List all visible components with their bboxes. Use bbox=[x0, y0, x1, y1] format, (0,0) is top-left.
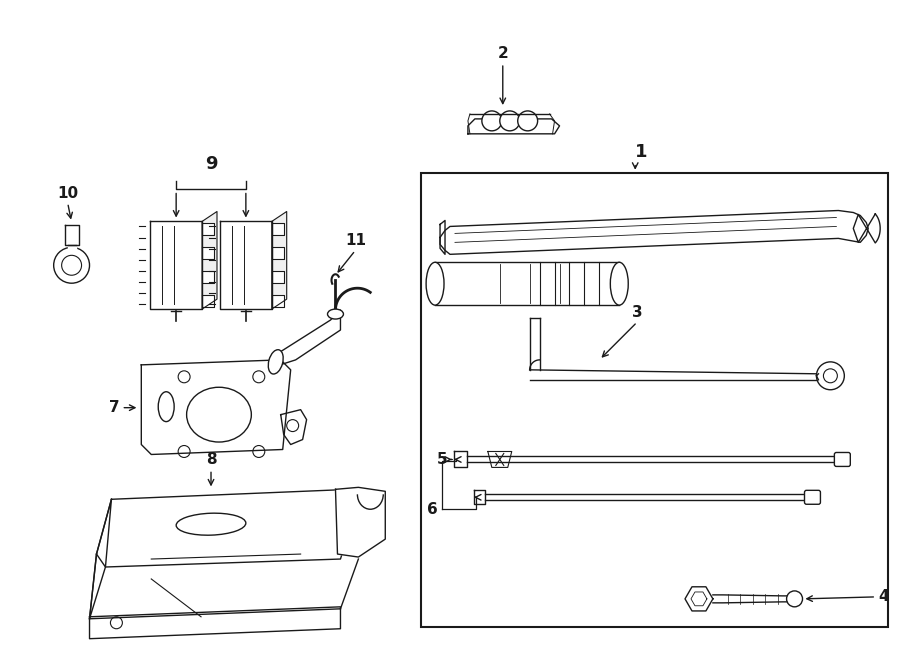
Text: 6: 6 bbox=[428, 502, 438, 517]
Polygon shape bbox=[713, 595, 793, 603]
Text: 8: 8 bbox=[206, 452, 216, 467]
Polygon shape bbox=[68, 245, 76, 253]
Polygon shape bbox=[485, 494, 808, 500]
Polygon shape bbox=[474, 490, 485, 504]
Polygon shape bbox=[141, 360, 291, 455]
Polygon shape bbox=[272, 223, 284, 235]
Ellipse shape bbox=[518, 111, 537, 131]
Text: 1: 1 bbox=[635, 143, 648, 161]
Polygon shape bbox=[467, 457, 839, 463]
Text: 3: 3 bbox=[632, 305, 643, 320]
Polygon shape bbox=[488, 451, 512, 467]
Polygon shape bbox=[202, 223, 214, 235]
Polygon shape bbox=[281, 410, 307, 444]
Circle shape bbox=[816, 362, 844, 390]
Polygon shape bbox=[440, 221, 445, 254]
Polygon shape bbox=[220, 221, 272, 309]
FancyBboxPatch shape bbox=[805, 490, 821, 504]
Polygon shape bbox=[89, 607, 340, 639]
Polygon shape bbox=[272, 295, 284, 307]
Polygon shape bbox=[271, 310, 340, 368]
Polygon shape bbox=[202, 247, 214, 259]
Polygon shape bbox=[272, 271, 284, 283]
Ellipse shape bbox=[482, 111, 502, 131]
Bar bbox=[421, 173, 888, 627]
Circle shape bbox=[787, 591, 803, 607]
Polygon shape bbox=[202, 212, 217, 309]
Polygon shape bbox=[859, 214, 880, 243]
FancyBboxPatch shape bbox=[834, 453, 850, 467]
Polygon shape bbox=[65, 225, 78, 245]
Ellipse shape bbox=[426, 262, 444, 305]
Text: 4: 4 bbox=[878, 590, 889, 604]
Ellipse shape bbox=[500, 111, 519, 131]
Polygon shape bbox=[685, 587, 713, 611]
Polygon shape bbox=[530, 370, 818, 380]
Ellipse shape bbox=[176, 513, 246, 535]
Polygon shape bbox=[440, 210, 868, 254]
Text: 10: 10 bbox=[57, 186, 78, 200]
Polygon shape bbox=[96, 489, 358, 567]
Polygon shape bbox=[454, 451, 467, 467]
Ellipse shape bbox=[186, 387, 251, 442]
Text: 9: 9 bbox=[205, 155, 217, 173]
Polygon shape bbox=[89, 499, 112, 619]
Polygon shape bbox=[272, 212, 287, 309]
Polygon shape bbox=[336, 487, 385, 557]
Polygon shape bbox=[435, 262, 619, 305]
Polygon shape bbox=[468, 119, 560, 134]
Polygon shape bbox=[272, 247, 284, 259]
Polygon shape bbox=[202, 295, 214, 307]
Ellipse shape bbox=[268, 350, 284, 374]
Polygon shape bbox=[530, 318, 540, 360]
Text: 7: 7 bbox=[109, 400, 120, 415]
Ellipse shape bbox=[610, 262, 628, 305]
Text: 5: 5 bbox=[436, 452, 447, 467]
Circle shape bbox=[54, 247, 89, 283]
Polygon shape bbox=[150, 221, 202, 309]
Polygon shape bbox=[202, 271, 214, 283]
Ellipse shape bbox=[328, 309, 344, 319]
Text: 11: 11 bbox=[345, 233, 366, 249]
Ellipse shape bbox=[158, 392, 175, 422]
Text: 2: 2 bbox=[498, 46, 508, 61]
